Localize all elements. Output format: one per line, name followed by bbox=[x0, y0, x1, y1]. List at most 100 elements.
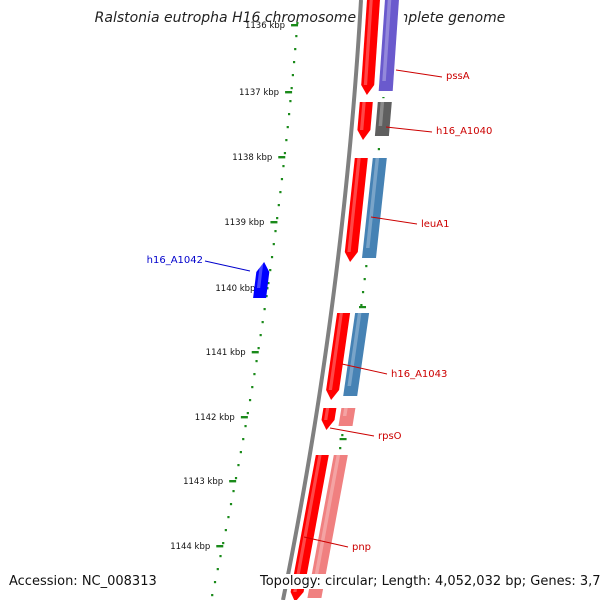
label-leader bbox=[370, 216, 418, 225]
scale-tick-label: 1138 kbp bbox=[232, 153, 272, 163]
gene-label-pnp: pnp bbox=[352, 542, 371, 553]
gene-cds-pnp-shine bbox=[293, 455, 322, 592]
gene-cog-h16_A1043 bbox=[343, 313, 370, 396]
gene-cog-h16_A1040-shine bbox=[378, 102, 385, 126]
gene-cog-pssA-shine bbox=[382, 0, 392, 81]
gene-cds-pssA bbox=[361, 0, 380, 95]
gc-tick bbox=[244, 425, 247, 428]
scale-tick bbox=[278, 156, 286, 159]
gc-tick bbox=[211, 594, 214, 597]
scale-tick-label: 1136 kbp bbox=[245, 21, 285, 31]
gene-label-h16_A1042: h16_A1042 bbox=[147, 255, 203, 266]
gene-cds-rpsO bbox=[321, 408, 337, 430]
gene-label-pssA: pssA bbox=[446, 71, 470, 82]
gc-tick bbox=[282, 165, 285, 168]
label-leader bbox=[303, 536, 349, 548]
accession-text: Accession: NC_008313 bbox=[9, 574, 157, 589]
gc-tick bbox=[269, 269, 272, 272]
scale-tick-label: 1143 kbp bbox=[183, 477, 223, 487]
gene-cog-rpsO-shine bbox=[342, 408, 348, 416]
gc-tick bbox=[270, 256, 274, 259]
scale-tick bbox=[229, 480, 237, 483]
gene-cds-pnp bbox=[290, 455, 329, 600]
scale-tick bbox=[291, 24, 299, 27]
gene-cog-h16_A1043-shine bbox=[347, 313, 362, 386]
gc-tick bbox=[382, 96, 385, 99]
gc-tick bbox=[292, 61, 296, 64]
gene-cds-h16_A1042 bbox=[253, 262, 270, 298]
gc-tick bbox=[277, 204, 280, 207]
gc-tick bbox=[363, 278, 366, 281]
gc-tick bbox=[341, 434, 344, 437]
gc-tick bbox=[377, 148, 380, 151]
gc-tick bbox=[360, 304, 363, 307]
gene-cds-h16_A1043-shine bbox=[328, 313, 343, 390]
gene-cds-pssA-shine bbox=[363, 0, 373, 85]
gc-tick bbox=[291, 74, 294, 77]
scale-tick-label: 1141 kbp bbox=[206, 348, 246, 358]
gc-tick bbox=[224, 529, 227, 532]
gene-cds-leuA1-shine bbox=[347, 158, 361, 252]
gene-cog-rpsO bbox=[338, 408, 356, 426]
gc-tick bbox=[289, 100, 292, 103]
gene-label-h16_A1040: h16_A1040 bbox=[436, 126, 492, 137]
gene-cog-pssA bbox=[378, 0, 399, 91]
label-leader bbox=[385, 126, 433, 133]
gc-tick bbox=[265, 295, 268, 298]
gc-tick bbox=[229, 503, 233, 506]
gc-tick bbox=[294, 48, 297, 51]
gc-tick bbox=[251, 386, 254, 389]
topology-text: Topology: circular; Length: 4,052,032 bp… bbox=[260, 574, 600, 589]
gene-label-leuA1: leuA1 bbox=[421, 219, 449, 230]
gene-cog-leuA1 bbox=[362, 158, 387, 258]
gc-dash bbox=[359, 306, 367, 309]
gc-tick bbox=[222, 542, 225, 545]
gc-tick bbox=[272, 243, 275, 246]
gc-tick bbox=[365, 265, 368, 268]
scale-tick-label: 1139 kbp bbox=[224, 218, 264, 228]
scale-tick bbox=[240, 416, 248, 419]
gc-tick bbox=[255, 360, 258, 363]
backbone-line bbox=[281, 0, 363, 600]
gc-tick bbox=[290, 87, 293, 90]
gc-dash bbox=[339, 438, 347, 441]
gc-tick bbox=[219, 555, 222, 558]
gc-tick bbox=[257, 347, 260, 350]
gc-tick bbox=[276, 217, 279, 220]
gc-tick bbox=[234, 477, 238, 480]
gc-tick bbox=[279, 191, 282, 194]
label-leader bbox=[204, 260, 251, 272]
gc-tick bbox=[296, 22, 299, 25]
gene-cds-rpsO-shine bbox=[324, 408, 330, 420]
gc-tick bbox=[237, 464, 240, 467]
gene-cds-h16_A1040-shine bbox=[360, 102, 366, 130]
gene-track bbox=[253, 0, 405, 600]
gc-tick bbox=[248, 399, 252, 402]
gc-tick bbox=[267, 282, 270, 285]
gc-tick bbox=[259, 334, 262, 337]
gc-tick bbox=[242, 438, 245, 441]
gene-cds-h16_A1040 bbox=[357, 102, 373, 140]
scale-tick-label: 1142 kbp bbox=[195, 413, 235, 423]
gc-tick bbox=[295, 35, 298, 38]
gc-tick bbox=[285, 139, 288, 142]
scale-tick bbox=[251, 351, 259, 354]
gene-cog-pnp-shine bbox=[312, 455, 341, 588]
gc-tick bbox=[339, 447, 342, 450]
backbone bbox=[278, 0, 366, 600]
gene-cog-leuA1-shine bbox=[366, 158, 380, 248]
gc-tick bbox=[263, 308, 266, 311]
position-scale: 1136 kbp 1137 kbp 1138 kbp 1139 kbp 1140 kbp… bbox=[170, 21, 299, 552]
gc-tick bbox=[227, 516, 230, 519]
label-leader bbox=[395, 69, 443, 78]
label-leader bbox=[329, 427, 375, 437]
gene-cds-h16_A1043 bbox=[326, 313, 351, 400]
gc-tick bbox=[286, 126, 289, 129]
gene-label-h16_A1043: h16_A1043 bbox=[391, 369, 447, 380]
scale-tick bbox=[270, 221, 278, 224]
gc-tick bbox=[232, 490, 235, 493]
gene-label-rpsO: rpsO bbox=[378, 431, 402, 442]
gc-tick bbox=[280, 178, 284, 181]
gene-cog-pnp bbox=[307, 455, 348, 598]
